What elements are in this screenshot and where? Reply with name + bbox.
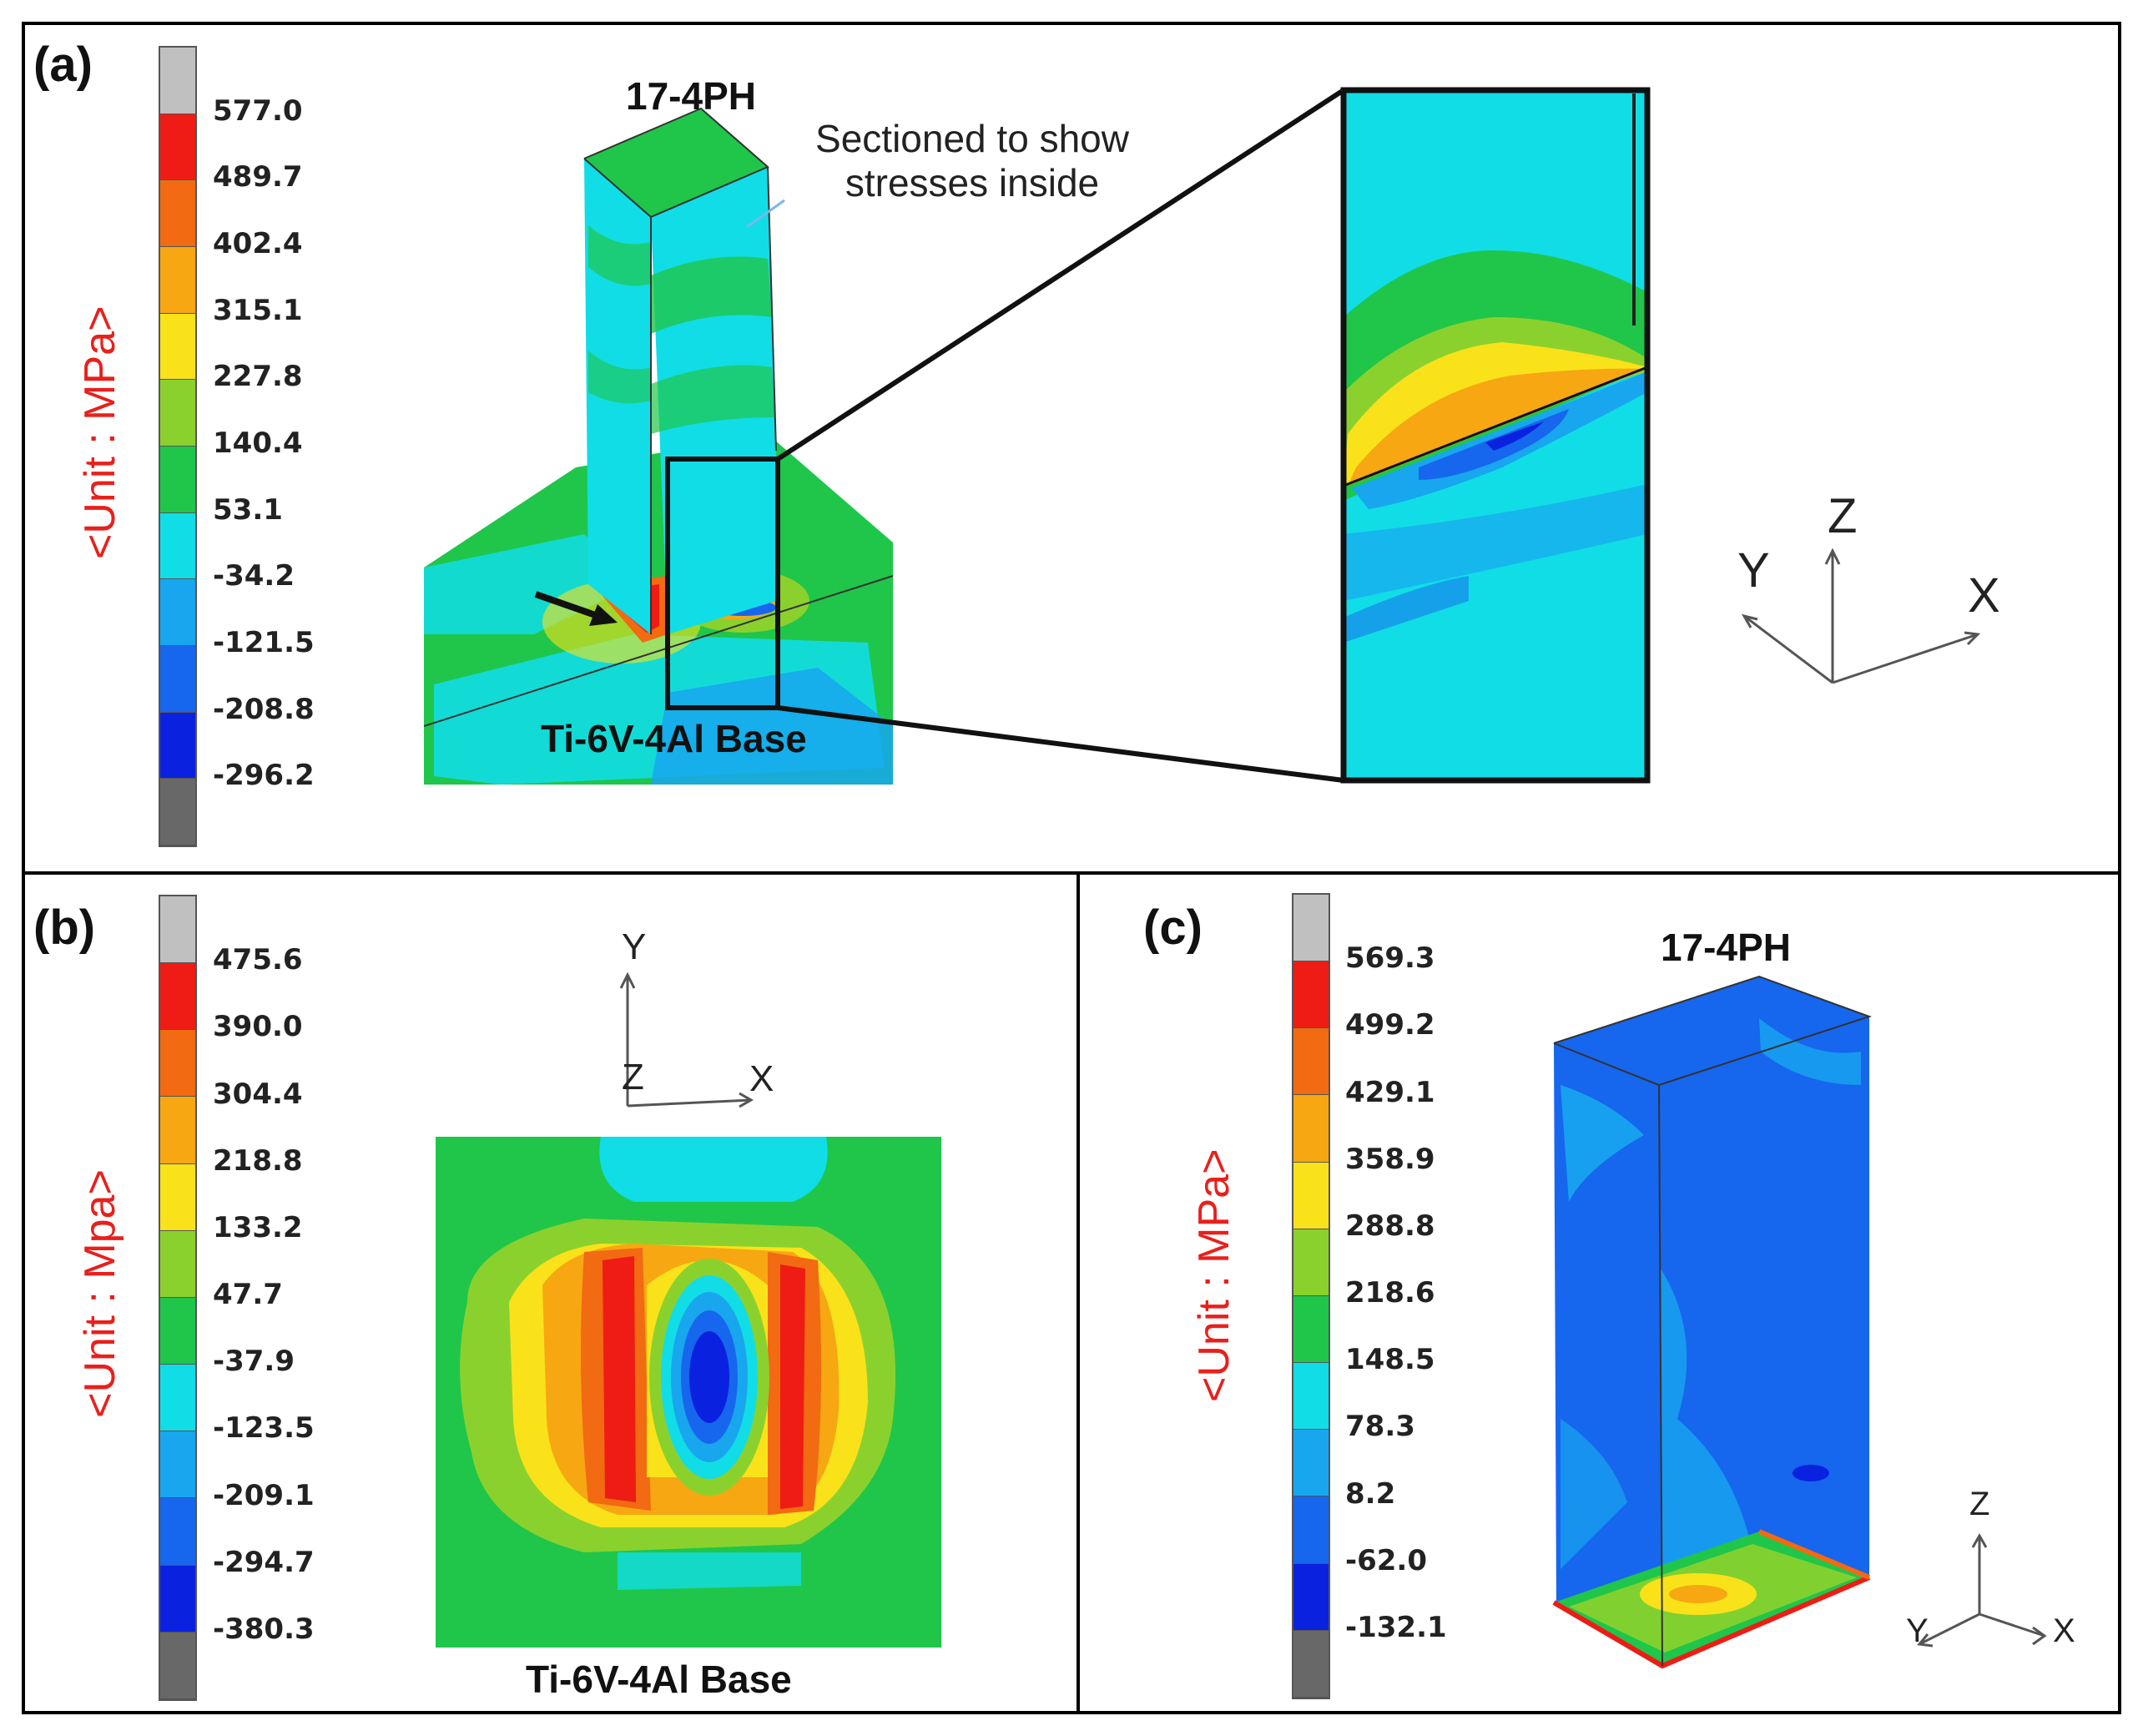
colorbar-tick-label: 288.8	[1345, 1209, 1435, 1243]
colorbar-segment	[1293, 1162, 1329, 1229]
colorbar-segment	[160, 1565, 195, 1633]
colorbar-segment	[160, 1632, 195, 1699]
panel-b-axis-y: Y	[622, 926, 647, 967]
panel-a-axis-y: Y	[1737, 543, 1770, 598]
panel-b-model	[436, 971, 941, 1648]
colorbar-segment	[160, 779, 195, 845]
colorbar-tick-label: -294.7	[213, 1545, 315, 1579]
colorbar-tick-label: -296.2	[213, 759, 315, 793]
colorbar-tick-label: 53.1	[213, 492, 283, 527]
colorbar-tick-label: 148.5	[1345, 1343, 1435, 1377]
colorbar-tick-label: 8.2	[1345, 1476, 1396, 1511]
colorbar-tick-label: 358.9	[1345, 1142, 1435, 1176]
panel-c-label: (c)	[1143, 901, 1203, 955]
colorbar-tick-label: 47.7	[213, 1278, 283, 1311]
panel-a-axis-z: Z	[1828, 489, 1858, 543]
panel-c-axis-x: X	[2053, 1612, 2075, 1649]
colorbar-tick-label: -132.1	[1345, 1610, 1447, 1644]
colorbar-segment	[1293, 1430, 1329, 1497]
colorbar-segment	[160, 246, 195, 314]
colorbar-segment	[160, 180, 195, 247]
colorbar-segment	[160, 1431, 195, 1499]
colorbar-segment	[1293, 1630, 1329, 1698]
colorbar-segment	[160, 1365, 195, 1432]
colorbar-tick-label: -380.3	[213, 1612, 315, 1646]
colorbar-tick-label: 133.2	[213, 1210, 303, 1244]
colorbar-tick-label: -121.5	[213, 626, 315, 659]
colorbar-segment	[160, 712, 195, 780]
colorbar-segment	[160, 579, 195, 646]
colorbar-tick-label: 429.1	[1345, 1075, 1435, 1109]
panel-b-label: (b)	[33, 901, 96, 955]
panel-a-colorbar	[159, 46, 197, 847]
panel-a-top-label: 17-4PH	[626, 74, 756, 118]
panel-a-model	[423, 87, 1981, 785]
colorbar-segment	[1293, 961, 1329, 1029]
colorbar-segment	[1293, 1496, 1329, 1564]
panel-a-section-note: Sectioned to show stresses inside	[772, 117, 1172, 205]
colorbar-segment	[160, 446, 195, 513]
colorbar-segment	[1293, 1295, 1329, 1364]
colorbar-segment	[160, 114, 195, 181]
colorbar-segment	[160, 1030, 195, 1098]
colorbar-tick-label: -208.8	[213, 692, 315, 726]
colorbar-tick-label: -209.1	[213, 1478, 315, 1512]
panel-a-axis-x: X	[1968, 568, 2000, 623]
colorbar-tick-label: -123.5	[213, 1411, 315, 1446]
panel-a-base-label: Ti-6V-4Al Base	[541, 717, 807, 760]
colorbar-segment	[160, 963, 195, 1031]
panel-b-base-label: Ti-6V-4Al Base	[526, 1658, 792, 1701]
colorbar-segment	[160, 1498, 195, 1566]
panel-c-frame	[1077, 871, 2121, 1714]
colorbar-tick-label: 218.6	[1345, 1276, 1435, 1310]
colorbar-segment	[160, 48, 195, 114]
colorbar-tick-label: 315.1	[213, 293, 303, 327]
panel-b-axis-x: X	[749, 1058, 774, 1099]
colorbar-segment	[160, 380, 195, 447]
colorbar-segment	[160, 1297, 195, 1365]
panel-c-axis-z: Z	[1969, 1486, 1990, 1522]
panel-b-colorbar	[159, 895, 197, 1701]
colorbar-segment	[160, 313, 195, 381]
panel-c-colorbar	[1292, 893, 1330, 1699]
colorbar-segment	[1293, 1028, 1329, 1096]
colorbar-tick-label: 218.8	[213, 1143, 303, 1178]
colorbar-tick-label: 140.4	[213, 426, 303, 460]
colorbar-tick-label: 499.2	[1345, 1008, 1435, 1042]
colorbar-tick-label: 227.8	[213, 360, 303, 394]
colorbar-segment	[160, 1097, 195, 1164]
colorbar-tick-label: -34.2	[213, 559, 295, 593]
section-note-line-1: Sectioned to show	[815, 117, 1129, 160]
colorbar-tick-label: 569.3	[1345, 941, 1435, 976]
panel-a-label: (a)	[33, 38, 93, 92]
colorbar-segment	[1293, 1229, 1329, 1296]
colorbar-segment	[160, 1230, 195, 1298]
colorbar-segment	[160, 1163, 195, 1231]
colorbar-tick-label: 402.4	[213, 227, 303, 260]
colorbar-segment	[160, 645, 195, 713]
panel-c-axis-y: Y	[1906, 1612, 1929, 1649]
colorbar-tick-label: 390.0	[213, 1010, 303, 1044]
colorbar-segment	[1293, 1095, 1329, 1163]
colorbar-segment	[160, 896, 195, 964]
colorbar-segment	[160, 512, 195, 580]
colorbar-segment	[1293, 1563, 1329, 1631]
section-note-line-2: stresses inside	[845, 160, 1100, 204]
panel-b-axis-z: Z	[622, 1057, 644, 1098]
colorbar-tick-label: 475.6	[213, 943, 303, 977]
colorbar-tick-label: 489.7	[213, 160, 303, 194]
colorbar-tick-label: -62.0	[1345, 1543, 1427, 1577]
colorbar-tick-label: -37.9	[213, 1345, 295, 1379]
colorbar-tick-label: 78.3	[1345, 1410, 1415, 1444]
colorbar-segment	[1293, 895, 1329, 962]
colorbar-tick-label: 304.4	[213, 1077, 303, 1111]
panel-c-top-label: 17-4PH	[1661, 926, 1791, 969]
colorbar-segment	[1293, 1363, 1329, 1431]
colorbar-tick-label: 577.0	[213, 93, 303, 128]
